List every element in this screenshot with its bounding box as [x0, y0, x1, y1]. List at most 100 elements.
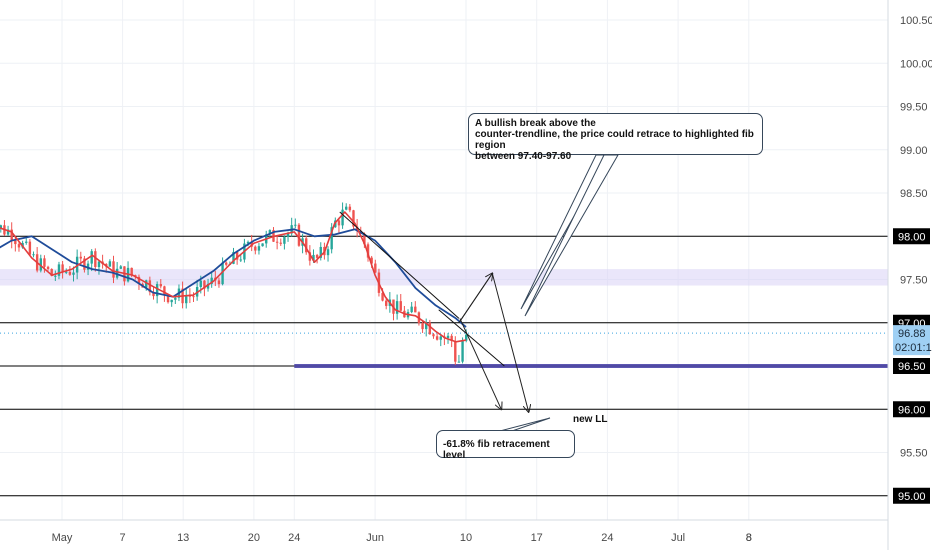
candle-body [439, 336, 442, 340]
level-tag-bg [893, 401, 930, 418]
candle-body [10, 229, 13, 241]
candle-body [174, 297, 177, 300]
candle-body [239, 259, 242, 261]
y-tick-label: 100.00 [900, 58, 932, 70]
candle-body [221, 262, 224, 285]
x-tick-label: 7 [120, 532, 126, 544]
candle-body [446, 335, 450, 339]
x-tick-label: 13 [177, 532, 189, 544]
candle-body [32, 254, 35, 256]
candle-body [414, 306, 417, 313]
candle-body [315, 254, 319, 258]
candle-body [61, 264, 64, 273]
candle-body [155, 284, 159, 297]
fib-zone-layer [0, 269, 888, 286]
candle-body [294, 224, 297, 226]
candle-body [112, 261, 115, 278]
countdown-label: 02:01:19 [895, 342, 932, 354]
y-tick-label: 98.50 [900, 188, 928, 200]
candle-body [337, 220, 341, 226]
x-tick-label-last: 8 [746, 532, 752, 544]
candle-body [25, 241, 28, 243]
candle-body [395, 301, 399, 314]
candle-body [257, 246, 261, 251]
candle-body [381, 292, 384, 301]
bullish-break-note-line-2: counter-trendline, the price could retra… [475, 129, 754, 151]
candle-body [421, 323, 424, 330]
candle-body [275, 241, 279, 243]
candle-body [86, 263, 90, 270]
candle-body [79, 256, 82, 259]
candle-body [199, 280, 202, 287]
bullish-break-note-line-3: between 97.40-97.60 [475, 151, 572, 162]
current-price-tag-bg [893, 325, 930, 356]
candle-body [130, 267, 133, 276]
candle-body [308, 252, 312, 261]
candle-body [43, 258, 46, 267]
x-tick-label: Jul [671, 532, 685, 544]
candle-body [246, 241, 250, 244]
candle-body [428, 322, 432, 335]
level-tag-bg [893, 358, 930, 374]
candle-body [366, 244, 370, 258]
candle-body [0, 225, 2, 229]
candle-body [461, 340, 464, 362]
y-tick-label: 100.50 [900, 15, 932, 27]
candle-body [57, 264, 61, 276]
candle-body [450, 335, 453, 341]
x-tick-label: 8 [746, 532, 752, 544]
candle-body [192, 296, 195, 298]
fib-level-note[interactable]: -61.8% fib retracement level [436, 430, 575, 461]
candle-body [90, 251, 93, 264]
candle-body [374, 263, 377, 273]
candle-body [261, 243, 264, 247]
candle-body [203, 280, 206, 289]
candle-body [65, 271, 68, 273]
level-tag-bg [893, 228, 930, 245]
candle-body [94, 251, 97, 267]
candle-body [283, 236, 286, 244]
bullish-note-pointer-2 [524, 154, 619, 317]
candle-body [279, 242, 282, 244]
candle-body [363, 233, 366, 245]
projection-arrow-mid [458, 273, 492, 324]
candle-body [345, 206, 348, 210]
candle-body [83, 258, 86, 270]
candle-body [148, 280, 152, 293]
fib-level-note-line-1: -61.8% fib retracement level [443, 439, 550, 461]
projection-arrow-1 [458, 272, 529, 411]
candle-body [370, 257, 373, 264]
candle-body [68, 271, 72, 275]
candle-body [163, 286, 166, 296]
bullish-break-note-line-1: A bullish break above the [475, 118, 596, 129]
candle-body [39, 258, 42, 271]
candle-body [305, 238, 308, 253]
candle-body [206, 283, 210, 289]
candle-body [159, 284, 162, 287]
candle-body [341, 209, 344, 226]
fib-zone [0, 269, 888, 286]
x-tick-label: 24 [288, 532, 300, 544]
candle-body [432, 334, 435, 337]
candle-body [14, 240, 17, 245]
candle-body [115, 268, 119, 278]
candle-body [46, 266, 50, 269]
candle-body [54, 275, 57, 277]
candle-body [352, 210, 355, 227]
bullish-break-note[interactable]: A bullish break above the counter-trendl… [468, 113, 763, 162]
projection-arrow-2 [459, 318, 501, 409]
candle-body [326, 249, 330, 256]
candle-body [50, 268, 53, 276]
candle-body [217, 280, 221, 285]
candle-body [225, 262, 228, 265]
candle-body [454, 340, 457, 362]
candle-body [330, 227, 333, 250]
candle-body [17, 244, 21, 248]
candle-body [286, 233, 290, 237]
candle-body [170, 299, 173, 303]
level-tag-95-00: 95.00 [898, 491, 926, 503]
new-ll-label: new LL [573, 414, 608, 425]
candle-body [254, 246, 257, 251]
candle-body [410, 306, 413, 313]
